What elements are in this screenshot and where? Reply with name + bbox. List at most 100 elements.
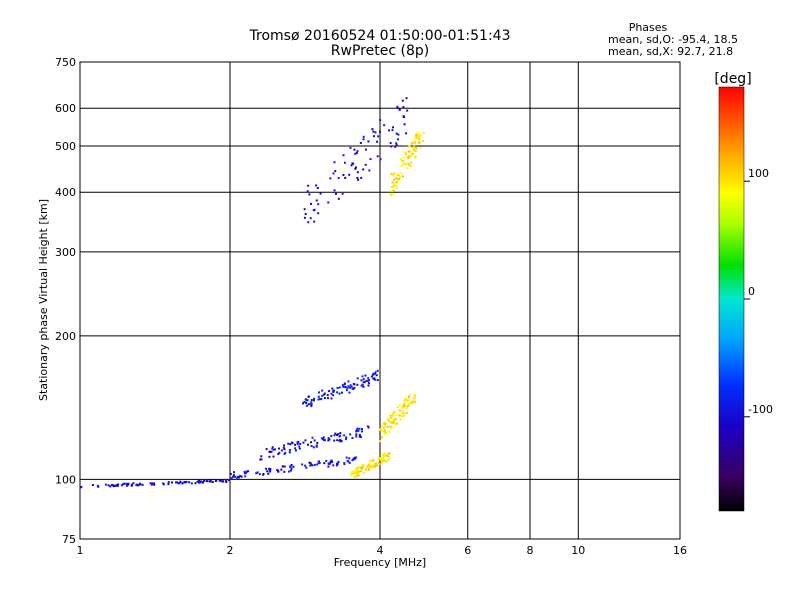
data-point <box>395 185 398 188</box>
data-point <box>310 463 313 466</box>
data-point <box>282 446 285 449</box>
data-point <box>391 185 394 188</box>
data-point <box>339 431 342 434</box>
data-point <box>302 402 305 405</box>
data-point <box>383 452 386 455</box>
data-point <box>407 395 410 398</box>
data-point <box>404 162 407 165</box>
data-point <box>422 140 425 143</box>
data-point <box>292 465 295 468</box>
data-point <box>221 479 224 482</box>
data-point <box>201 481 204 484</box>
data-point <box>391 193 394 196</box>
data-point <box>349 384 352 387</box>
data-point <box>289 443 292 446</box>
data-point <box>413 136 416 139</box>
data-point <box>357 466 360 469</box>
data-point <box>405 411 408 414</box>
data-point <box>402 115 405 118</box>
data-point <box>405 406 408 409</box>
data-point <box>224 479 227 482</box>
phase-stats-x: mean, sd,X: 92.7, 21.8 <box>608 45 733 58</box>
data-point <box>355 152 358 155</box>
data-point <box>393 184 396 187</box>
data-point <box>406 167 409 170</box>
data-point <box>361 430 364 433</box>
data-point <box>294 449 297 452</box>
data-point <box>283 448 286 451</box>
data-point <box>277 470 280 473</box>
data-point <box>280 449 283 452</box>
data-point <box>348 461 351 464</box>
data-point <box>369 460 372 463</box>
data-point <box>367 466 370 469</box>
data-point <box>349 146 352 149</box>
data-point <box>345 456 348 459</box>
data-point <box>379 429 382 432</box>
data-point <box>107 484 110 487</box>
data-point <box>366 466 369 469</box>
data-point <box>382 459 385 462</box>
y-tick-label: 750 <box>55 56 76 69</box>
data-point <box>409 150 412 153</box>
y-tick-label: 200 <box>55 330 76 343</box>
data-point <box>383 424 386 427</box>
data-point <box>400 410 403 413</box>
data-point <box>117 483 120 486</box>
data-point <box>411 152 414 155</box>
data-point <box>379 458 382 461</box>
data-point <box>334 192 337 195</box>
data-point <box>176 481 179 484</box>
data-point <box>355 475 358 478</box>
data-point <box>265 448 268 451</box>
data-point <box>371 374 374 377</box>
data-point <box>339 439 342 442</box>
colorbar-tick-label: 0 <box>748 285 755 298</box>
data-point <box>350 473 353 476</box>
data-point <box>368 468 371 471</box>
data-point <box>341 384 344 387</box>
data-point <box>349 386 352 389</box>
data-point <box>283 452 286 455</box>
data-point <box>323 439 326 442</box>
data-point <box>391 421 394 424</box>
data-point <box>350 164 353 167</box>
data-point <box>344 386 347 389</box>
x-tick-label: 16 <box>673 544 687 557</box>
data-point <box>265 467 268 470</box>
data-point <box>272 455 275 458</box>
data-point <box>418 138 421 141</box>
data-point <box>196 480 199 483</box>
data-point <box>367 140 370 143</box>
data-point <box>232 471 235 474</box>
data-point <box>332 464 335 467</box>
data-point <box>353 472 356 475</box>
data-point <box>384 422 387 425</box>
data-point <box>395 177 398 180</box>
data-point <box>132 482 135 485</box>
data-point <box>111 484 114 487</box>
data-point <box>317 212 320 215</box>
data-point <box>333 389 336 392</box>
data-point <box>317 203 320 206</box>
data-point <box>178 482 181 485</box>
data-point <box>373 377 376 380</box>
data-point <box>416 131 419 134</box>
data-point <box>333 189 336 192</box>
data-point <box>313 463 316 466</box>
data-point <box>114 484 117 487</box>
data-point <box>355 433 358 436</box>
data-point <box>374 378 377 381</box>
data-point <box>364 468 367 471</box>
data-point <box>310 403 313 406</box>
data-point <box>392 418 395 421</box>
data-point <box>321 389 324 392</box>
data-point <box>364 163 367 166</box>
data-point <box>309 464 312 467</box>
data-point <box>397 107 400 110</box>
data-point <box>405 132 408 135</box>
data-point <box>301 463 304 466</box>
data-point <box>372 372 375 375</box>
data-point <box>382 426 385 429</box>
data-point <box>317 395 320 398</box>
